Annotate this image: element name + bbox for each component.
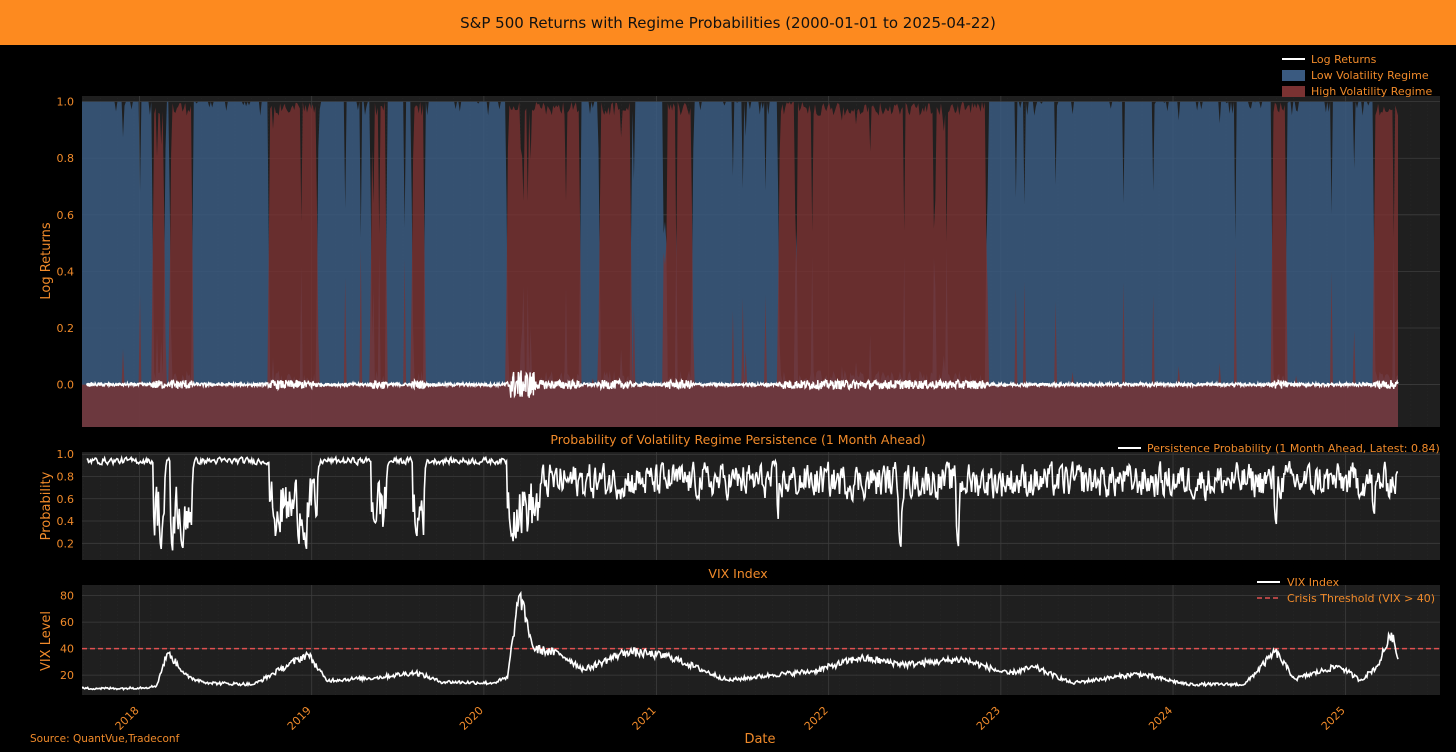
legend-threshold: Crisis Threshold (VIX > 40) [1287, 592, 1435, 605]
panel1-legend: Log Returns Low Volatility Regime High V… [1282, 53, 1432, 98]
ytick-label: 20 [60, 669, 74, 682]
panel3-yticks: 20 40 60 80 [60, 590, 74, 683]
xtick-label: 2025 [1319, 704, 1348, 733]
xtick-label: 2020 [457, 704, 486, 733]
panel2-title: Probability of Volatility Regime Persist… [550, 432, 925, 447]
ytick-label: 0.2 [57, 322, 75, 335]
panel3-title: VIX Index [708, 566, 767, 581]
legend-vix: VIX Index [1287, 576, 1340, 589]
ytick-label: 0.4 [57, 515, 75, 528]
ytick-label: 0.8 [57, 470, 75, 483]
legend-low-vol-swatch [1282, 70, 1305, 81]
panel3-ylabel: VIX Level [39, 611, 54, 671]
panel-regimes: 0.0 0.2 0.4 0.6 0.8 1.0 Log Returns Log Retur… [39, 53, 1440, 427]
ytick-label: 0.4 [57, 265, 75, 278]
xtick-label: 2018 [113, 704, 142, 733]
ytick-label: 0.8 [57, 152, 75, 165]
xtick-label: 2023 [974, 704, 1003, 733]
ytick-label: 1.0 [57, 96, 75, 109]
panel2-ylabel: Probability [39, 471, 54, 540]
panel3-legend: VIX Index Crisis Threshold (VIX > 40) [1257, 576, 1435, 605]
panel-vix: 20 40 60 80 VIX Index VIX Level VIX Index C… [39, 566, 1440, 695]
panel1-yticks: 0.0 0.2 0.4 0.6 0.8 1.0 [57, 96, 75, 392]
ytick-label: 0.2 [57, 537, 75, 550]
legend-log-returns: Log Returns [1311, 53, 1377, 66]
title-banner: S&P 500 Returns with Regime Probabilitie… [0, 0, 1456, 45]
ytick-label: 40 [60, 643, 74, 656]
ytick-label: 0.6 [57, 209, 75, 222]
ytick-label: 0.0 [57, 379, 75, 392]
persistence-probability-line [86, 454, 1398, 551]
panel2-yticks: 0.2 0.4 0.6 0.8 1.0 [57, 448, 75, 550]
x-axis-ticks: 2018 2019 2020 2021 2022 2023 2024 2025 [113, 704, 1348, 733]
panel-persistence: 0.2 0.4 0.6 0.8 1.0 Probability of Volatilit… [39, 432, 1440, 560]
ytick-label: 0.6 [57, 493, 75, 506]
legend-high-vol-swatch [1282, 86, 1305, 97]
legend-high-vol: High Volatility Regime [1311, 85, 1432, 98]
legend-persistence: Persistence Probability (1 Month Ahead, … [1147, 442, 1440, 455]
x-axis-label: Date [744, 732, 775, 747]
xtick-label: 2021 [630, 704, 659, 733]
xtick-label: 2022 [802, 704, 831, 733]
log-returns-line [86, 370, 1399, 399]
chart-title: S&P 500 Returns with Regime Probabilitie… [460, 13, 996, 32]
source-note: Source: QuantVue,Tradeconf [30, 733, 180, 745]
legend-low-vol: Low Volatility Regime [1311, 69, 1429, 82]
ytick-label: 60 [60, 616, 74, 629]
xtick-label: 2019 [285, 704, 314, 733]
panel2-legend: Persistence Probability (1 Month Ahead, … [1118, 442, 1440, 455]
ytick-label: 80 [60, 590, 74, 603]
chart-canvas: 0.0 0.2 0.4 0.6 0.8 1.0 Log Returns Log Retur… [30, 53, 1440, 747]
vix-index-line [82, 590, 1399, 692]
regime-areas [82, 101, 1398, 427]
panel1-ylabel: Log Returns [39, 222, 54, 299]
ytick-label: 1.0 [57, 448, 75, 461]
panel2-grid [82, 452, 1440, 560]
high-volatility-area [82, 101, 1398, 427]
xtick-label: 2024 [1146, 704, 1175, 733]
